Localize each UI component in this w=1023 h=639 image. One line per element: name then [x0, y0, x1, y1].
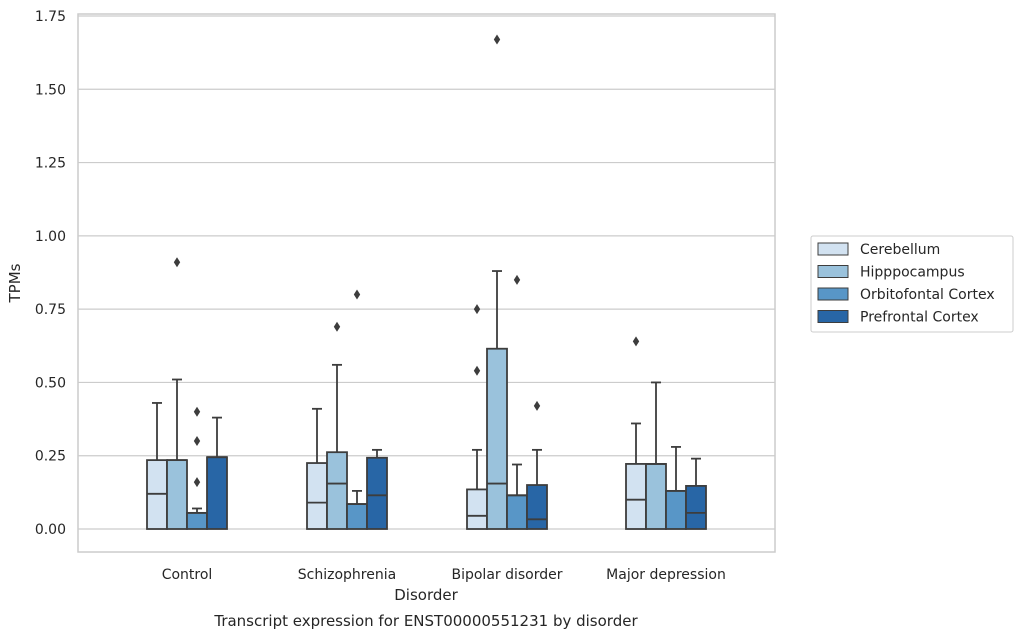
x-tick-label: Bipolar disorder — [451, 567, 562, 583]
outlier-point — [193, 477, 201, 488]
box-1-3 — [645, 381, 667, 530]
chart-caption: Transcript expression for ENST0000055123… — [213, 612, 638, 630]
x-axis-title: Disorder — [394, 586, 458, 604]
y-axis-title: TPMs — [6, 263, 24, 303]
box — [645, 463, 667, 530]
box — [326, 451, 348, 530]
legend-frame — [810, 235, 1014, 333]
outlier-point — [173, 257, 181, 268]
outlier-point — [473, 304, 481, 315]
x-tick-label: Control — [162, 567, 213, 583]
outlier-point — [493, 34, 501, 45]
outlier-point — [193, 436, 201, 447]
box — [665, 489, 687, 530]
y-tick-label: 0.50 — [35, 375, 66, 391]
y-tick-label: 0.25 — [35, 449, 66, 465]
box-3-2 — [526, 400, 548, 530]
x-tick-label: Major depression — [606, 567, 726, 583]
y-tick-labels: 0.00 0.25 0.50 0.75 1.00 1.25 1.50 1.75 — [35, 9, 66, 538]
box — [466, 488, 488, 530]
outlier-point — [533, 400, 541, 411]
box-3-0 — [206, 416, 228, 530]
box-0-3 — [625, 336, 647, 530]
box-3-1 — [366, 448, 388, 530]
box-1-2 — [486, 34, 508, 530]
box — [486, 347, 508, 530]
y-tick-label: 0.00 — [35, 522, 66, 538]
legend-label: Cerebellum — [860, 242, 940, 258]
box — [186, 511, 208, 530]
box — [526, 484, 548, 530]
legend-swatch — [817, 287, 849, 301]
box-2-3 — [665, 446, 687, 530]
outlier-point — [353, 289, 361, 300]
box-0-1 — [306, 407, 328, 530]
y-tick-label: 0.75 — [35, 302, 66, 318]
box — [506, 494, 528, 530]
legend-swatch — [817, 265, 849, 278]
box-0-2 — [466, 304, 488, 530]
box-2-1 — [346, 289, 368, 530]
box-2-2 — [506, 274, 528, 530]
y-tick-label: 1.00 — [35, 229, 66, 245]
legend-label: Orbitofontal Cortex — [860, 287, 995, 303]
box-0-0 — [146, 402, 168, 530]
x-tick-labels: Control Schizophrenia Bipolar disorder Majo… — [162, 567, 726, 583]
outlier-point — [632, 336, 640, 347]
plot-frame — [77, 13, 776, 553]
y-tick-label: 1.50 — [35, 82, 66, 98]
box-3-3 — [685, 457, 707, 530]
box — [366, 456, 388, 530]
legend: Cerebellum Hipppocampus Orbitofontal Corte… — [810, 235, 1014, 333]
y-tick-label: 1.25 — [35, 156, 66, 172]
y-tick-label: 1.75 — [35, 9, 66, 25]
box — [206, 456, 228, 530]
outlier-point — [333, 321, 341, 332]
box — [306, 462, 328, 530]
box — [166, 459, 188, 530]
box — [625, 463, 647, 530]
box-1-0 — [166, 257, 188, 530]
outlier-point — [473, 365, 481, 376]
legend-label: Prefrontal Cortex — [860, 310, 979, 326]
outlier-point — [193, 406, 201, 417]
legend-swatch — [817, 310, 849, 323]
box-1-1 — [326, 321, 348, 530]
x-tick-label: Schizophrenia — [298, 567, 396, 583]
box-plots — [146, 34, 707, 530]
box — [346, 503, 368, 530]
outlier-point — [513, 274, 521, 285]
legend-swatch — [817, 242, 849, 256]
grid-lines — [78, 15, 775, 530]
legend-label: Hipppocampus — [860, 265, 965, 281]
box — [685, 485, 707, 530]
box-2-0 — [186, 406, 208, 530]
